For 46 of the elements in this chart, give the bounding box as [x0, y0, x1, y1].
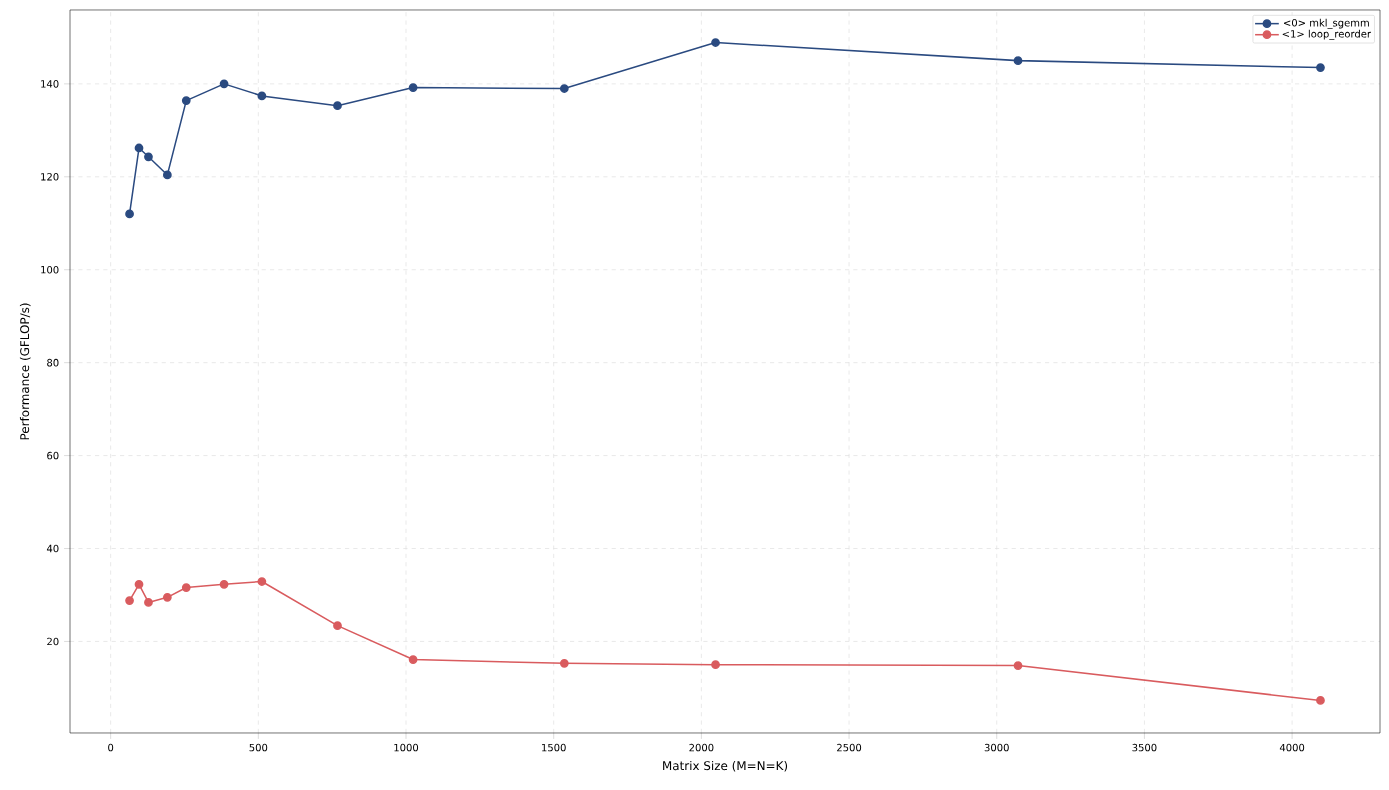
legend-label: <1> loop_reorder — [1282, 29, 1372, 40]
y-tick-label: 120 — [41, 173, 59, 181]
y-tick-label: 20 — [47, 637, 59, 646]
point — [1316, 696, 1325, 705]
point — [1013, 661, 1023, 670]
point — [559, 84, 569, 93]
point — [257, 91, 267, 101]
y-tick-label: 60 — [47, 451, 59, 460]
x-tick-label: 3000 — [984, 743, 1009, 752]
point — [144, 598, 153, 607]
point — [1013, 56, 1023, 66]
point — [333, 101, 342, 111]
y-tick-label: 80 — [47, 358, 59, 367]
point — [257, 577, 267, 586]
point — [144, 152, 153, 162]
point — [162, 170, 172, 180]
x-tick-label: 1000 — [394, 743, 419, 752]
point — [134, 579, 144, 589]
y-tick-label: 140 — [41, 80, 59, 88]
point — [162, 592, 172, 602]
x-tick-label: 2000 — [689, 743, 714, 752]
point — [219, 579, 229, 589]
point — [1316, 63, 1325, 72]
x-tick-label: 500 — [249, 743, 268, 752]
point — [134, 143, 144, 153]
x-tick-label: 3500 — [1132, 743, 1157, 752]
point — [559, 658, 569, 668]
y-tick-label: 100 — [41, 265, 59, 274]
x-tick-label: 4000 — [1279, 743, 1305, 752]
x-tick-label: 1500 — [542, 743, 566, 752]
point — [711, 660, 720, 670]
point — [125, 209, 134, 219]
legend-label: <0> mkl_sgemm — [1284, 18, 1369, 29]
point — [181, 96, 191, 105]
y-axis-title: Performance (GFLOP/s) — [19, 303, 31, 440]
x-axis-title: Matrix Size (M=N=K) — [663, 760, 788, 772]
point — [333, 621, 342, 631]
y-tick-label: 40 — [46, 544, 59, 553]
point — [125, 596, 134, 605]
point — [219, 79, 229, 89]
point — [711, 38, 720, 47]
x-tick-label: 2500 — [837, 743, 862, 752]
x-tick-label: 0 — [108, 743, 114, 752]
point — [181, 583, 191, 592]
point — [408, 83, 418, 92]
point — [408, 655, 418, 664]
